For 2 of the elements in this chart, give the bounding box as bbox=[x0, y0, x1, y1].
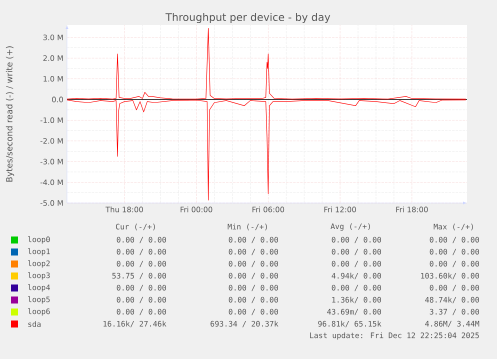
y-axis-title: Bytes/second read (-) / write (+) bbox=[6, 46, 14, 182]
chart-title: Throughput per device - by day bbox=[165, 12, 330, 24]
